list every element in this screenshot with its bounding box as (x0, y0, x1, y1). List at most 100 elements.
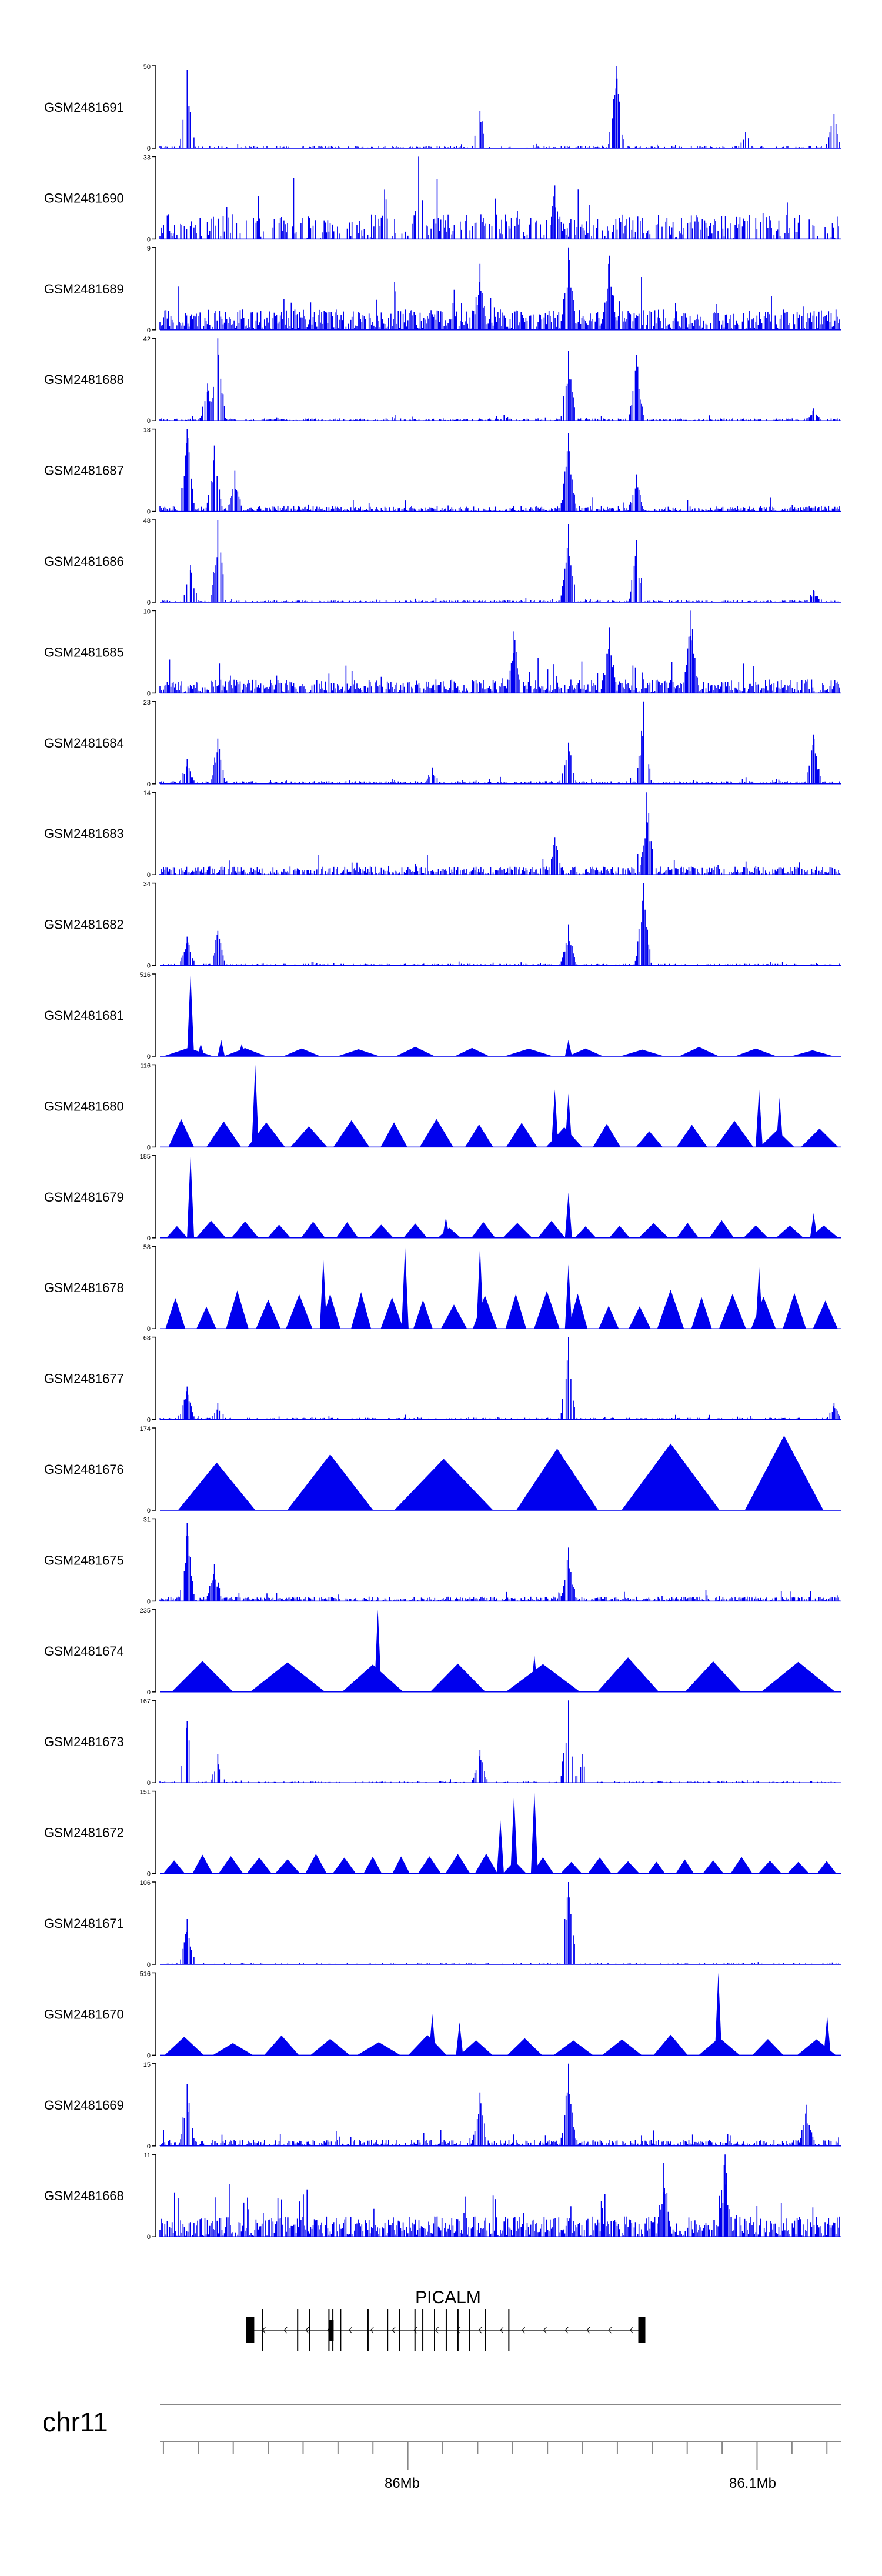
signal-triangle (676, 1223, 699, 1238)
strand-arrow (283, 2327, 288, 2334)
strand-arrow (543, 2327, 547, 2334)
y-max-label: 31 (143, 1516, 151, 1523)
signal-bars (159, 520, 839, 602)
signal-triangle (574, 1226, 596, 1238)
track-label: GSM2481689 (44, 282, 124, 296)
track-GSM2481687: GSM2481687 18 0 (44, 427, 841, 516)
y-min-label: 0 (147, 2234, 151, 2241)
signal-peak (530, 1654, 538, 1692)
y-min-label: 0 (147, 872, 151, 879)
signal-triangle (286, 1294, 313, 1329)
gene-name-label: PICALM (415, 2288, 481, 2307)
track-label: GSM2481683 (44, 826, 124, 841)
track-GSM2481680: GSM2481680 116 0 (44, 1062, 841, 1151)
y-min-label: 0 (147, 690, 151, 697)
signal-triangle (250, 1662, 325, 1692)
signal-triangle (609, 1226, 630, 1238)
track-label: GSM2481672 (44, 1826, 124, 1840)
track-GSM2481683: GSM2481683 14 0 (44, 790, 841, 879)
y-max-label: 58 (143, 1244, 151, 1251)
signal-triangle (395, 1046, 435, 1056)
strand-arrow (608, 2327, 612, 2334)
signal-triangle (332, 1857, 356, 1874)
signal-GSM2481674 (171, 1609, 836, 1692)
signal-triangle (394, 1459, 493, 1510)
signal-peak (187, 974, 195, 1056)
y-max-label: 10 (143, 608, 151, 615)
signal-peak (456, 2022, 463, 2056)
gene-model: PICALM (246, 2288, 646, 2351)
signal-triangle (709, 1220, 734, 1238)
signal-bars (159, 701, 840, 784)
signal-triangle (206, 1121, 241, 1147)
signal-GSM2481689 (159, 247, 840, 330)
signal-triangle (165, 2037, 204, 2056)
signal-bars (159, 247, 840, 330)
signal-triangle (622, 1443, 720, 1510)
y-min-label: 0 (147, 418, 151, 425)
signal-triangle (363, 1857, 382, 1874)
y-min-label: 0 (147, 236, 151, 243)
signal-triangle (567, 1048, 603, 1056)
signal-triangle (430, 1663, 486, 1692)
signal-triangle (616, 1861, 640, 1874)
track-label: GSM2481686 (44, 554, 124, 569)
signal-triangle (351, 1292, 372, 1329)
track-label: GSM2481682 (44, 917, 124, 932)
signal-triangle (408, 2035, 447, 2056)
track-GSM2481678: GSM2481678 58 0 (44, 1244, 841, 1333)
y-max-label: 15 (143, 2061, 151, 2068)
signal-triangle (744, 1436, 824, 1510)
track-GSM2481679: GSM2481679 185 0 (44, 1153, 841, 1242)
track-label: GSM2481690 (44, 191, 124, 205)
signal-triangle (776, 1225, 804, 1238)
track-label: GSM2481679 (44, 1190, 124, 1204)
signal-triangle (639, 1223, 669, 1238)
signal-bars (159, 1337, 840, 1420)
strand-arrow (521, 2327, 526, 2334)
signal-peak (401, 1246, 409, 1329)
signal-triangle (465, 1124, 493, 1147)
signal-triangle (226, 1290, 249, 1329)
signal-peak (823, 2016, 831, 2056)
signal-peak (238, 1044, 245, 1056)
signal-triangle (719, 1294, 746, 1329)
signal-triangle (168, 1119, 194, 1147)
signal-GSM2481683 (159, 792, 840, 875)
strand-arrow (629, 2327, 633, 2334)
signal-triangle (553, 2040, 593, 2056)
signal-GSM2481684 (159, 701, 840, 784)
signal-triangle (593, 1123, 621, 1147)
signal-peak (714, 1973, 722, 2056)
signal-peak (551, 1089, 559, 1147)
signal-peak (252, 1065, 259, 1147)
signal-triangle (691, 1297, 712, 1329)
signal-triangle (599, 1306, 619, 1329)
signal-GSM2481668 (159, 2154, 840, 2237)
y-max-label: 516 (140, 1970, 151, 1977)
y-min-label: 0 (147, 2143, 151, 2150)
signal-bars (159, 429, 840, 512)
genome-axis: chr11 86Mb 86.1Mb (42, 2404, 841, 2491)
signal-triangle (380, 1297, 403, 1329)
y-min-label: 0 (147, 1961, 151, 1968)
signal-triangle (791, 1050, 834, 1056)
y-min-label: 0 (147, 599, 151, 606)
strand-arrow (262, 2327, 266, 2334)
track-GSM2481684: GSM2481684 23 0 (44, 699, 841, 788)
signal-triangle (636, 1131, 663, 1147)
signal-GSM2481685 (159, 610, 840, 693)
signal-GSM2481671 (166, 1882, 839, 1964)
track-label: GSM2481685 (44, 645, 124, 659)
track-GSM2481677: GSM2481677 68 0 (44, 1335, 841, 1424)
signal-triangle (602, 2039, 642, 2056)
y-min-label: 0 (147, 1235, 151, 1242)
signal-GSM2481682 (161, 883, 840, 966)
signal-triangle (743, 1225, 769, 1238)
signal-triangle (752, 2039, 784, 2056)
signal-triangle (310, 2038, 350, 2056)
tick-label-86-1mb: 86.1Mb (729, 2475, 776, 2491)
track-label: GSM2481681 (44, 1008, 124, 1023)
signal-bars (159, 1700, 839, 1783)
